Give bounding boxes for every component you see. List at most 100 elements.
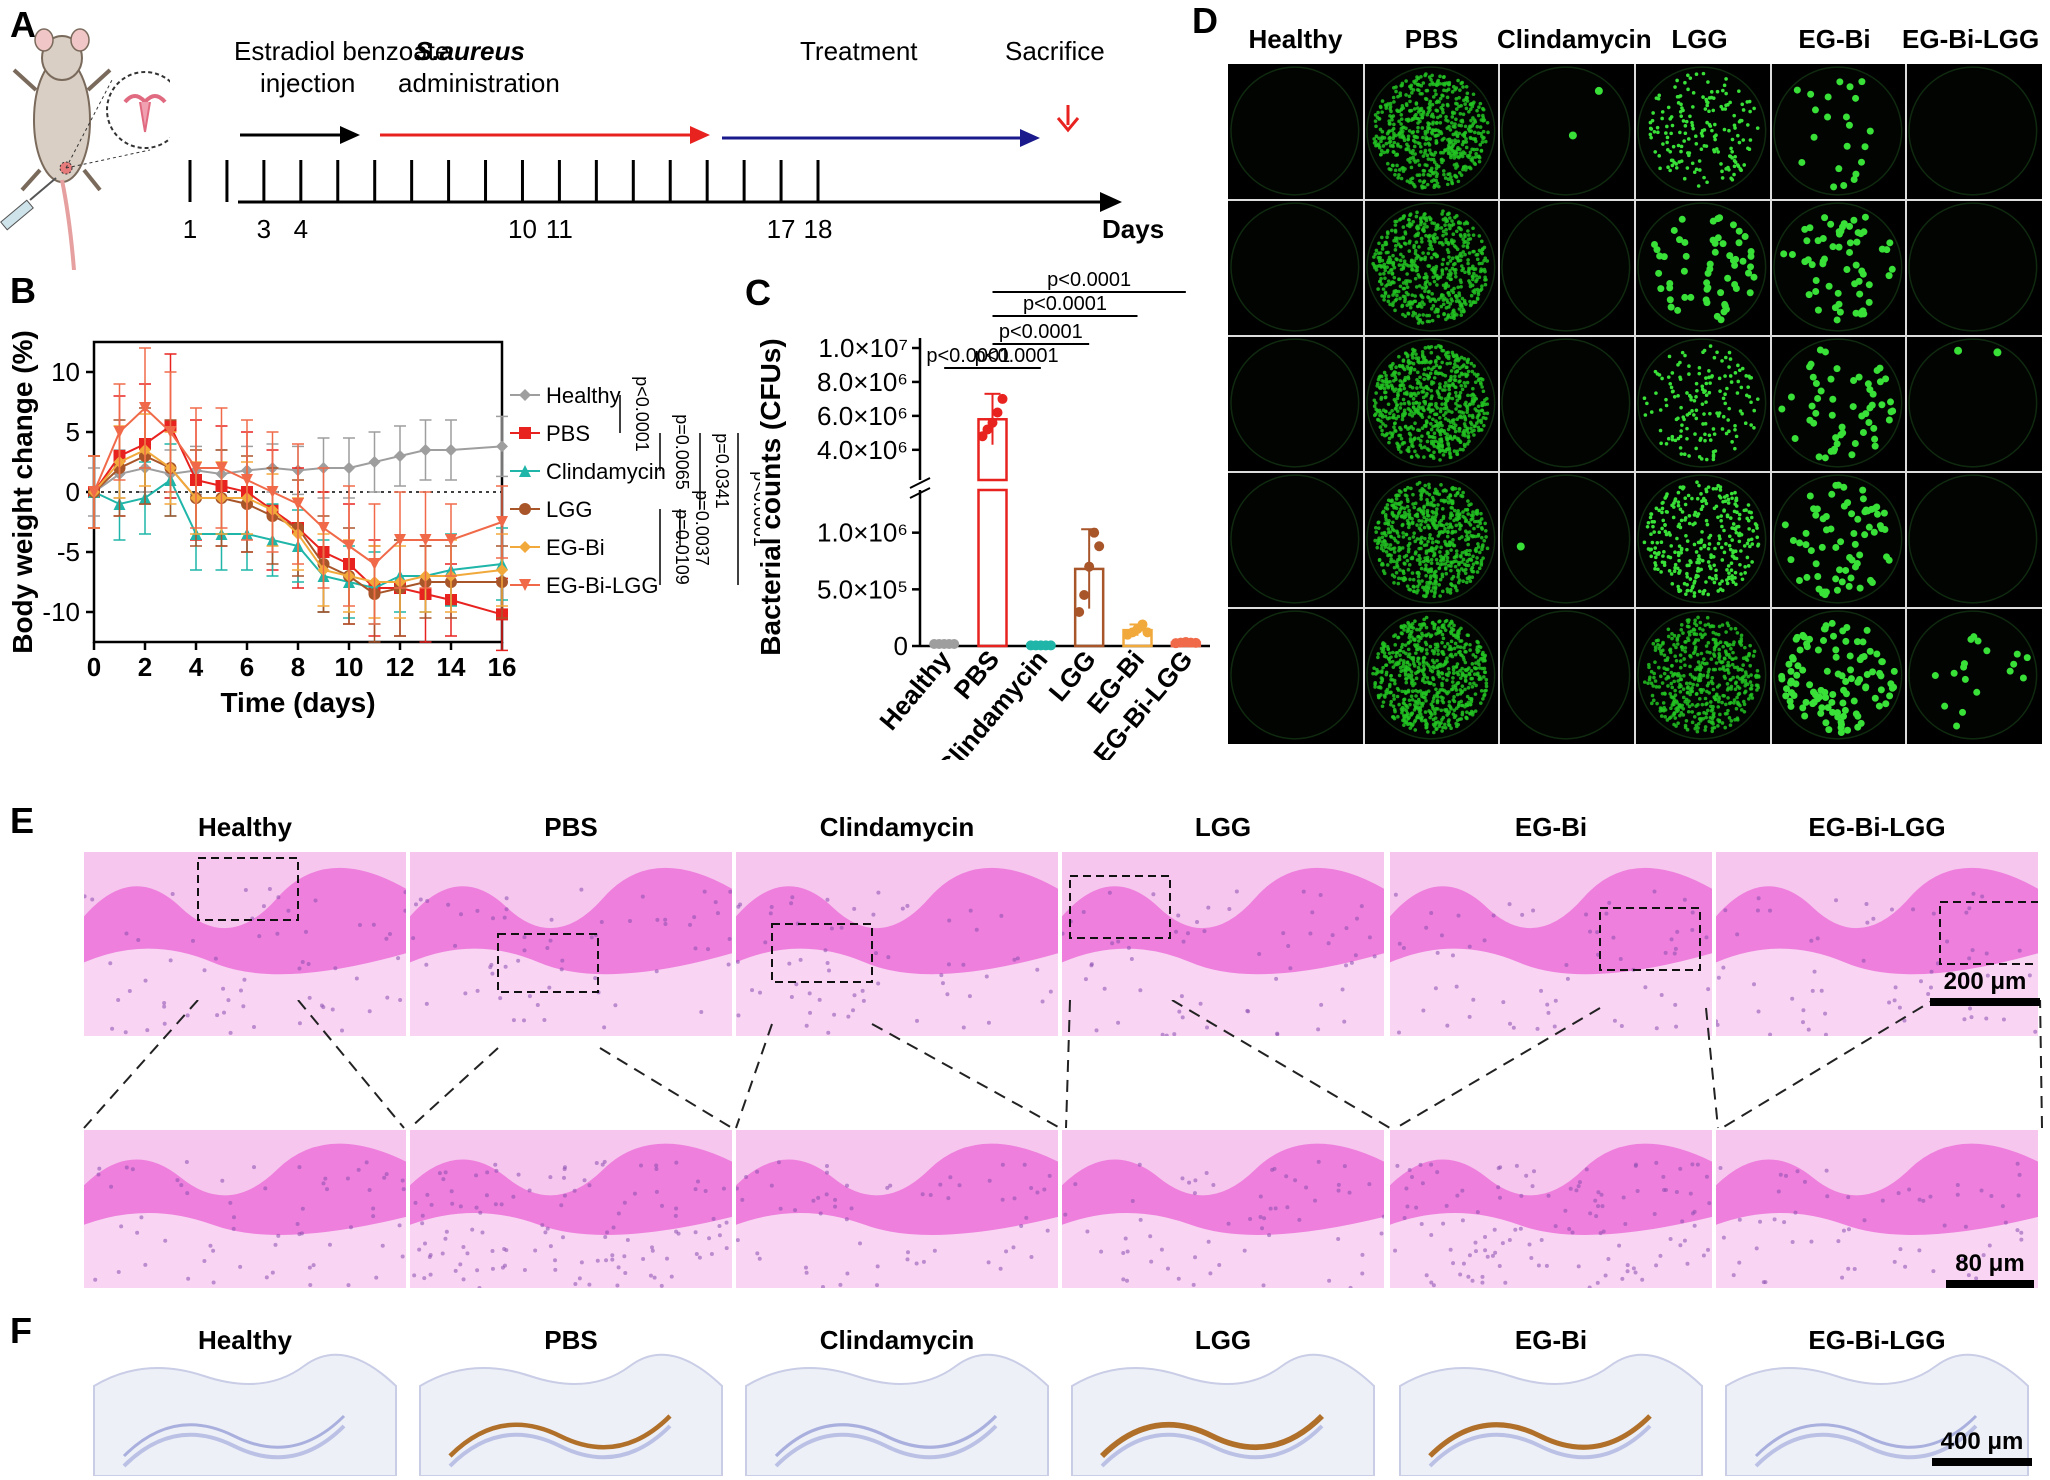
phase-label: administration bbox=[398, 68, 560, 98]
plate-header: Healthy bbox=[1228, 24, 1363, 55]
plate-header: LGG bbox=[1632, 24, 1767, 55]
agar-plate bbox=[1771, 64, 1905, 198]
plate-header: EG-Bi-LGG bbox=[1902, 24, 2037, 55]
data-point bbox=[1046, 640, 1056, 650]
ihc-image bbox=[1062, 1346, 1384, 1476]
legend-label: Clindamycin bbox=[546, 459, 666, 484]
bacterial-count-chart: 4.0×10⁶ 6.0×10⁶ 8.0×10⁶ 1.0×10⁷ 0 5.0×10⁵ 1.0×… bbox=[740, 270, 1220, 760]
data-point bbox=[519, 503, 531, 515]
x-tick-label: 16 bbox=[488, 652, 517, 682]
agar-plate bbox=[1364, 200, 1498, 334]
phase-label: Treatment bbox=[800, 36, 918, 66]
agar-plate bbox=[1771, 472, 1905, 606]
x-tick-label: 4 bbox=[189, 652, 204, 682]
p-value-label: p<0.0001 bbox=[1023, 293, 1107, 315]
timeline-tick-label: 11 bbox=[546, 214, 573, 244]
data-point bbox=[496, 564, 508, 576]
data-point bbox=[993, 407, 1003, 417]
y-tick-label: 1.0×10⁶ bbox=[817, 518, 908, 548]
he-header: LGG bbox=[1062, 812, 1384, 843]
agar-plate bbox=[1906, 608, 2040, 742]
p-value-label: p<0.0001 bbox=[1047, 270, 1131, 291]
legend-label: Healthy bbox=[546, 383, 621, 408]
he-overview-image bbox=[1390, 852, 1712, 1036]
he-overview-image bbox=[84, 852, 406, 1036]
agar-plate bbox=[1499, 608, 1633, 742]
plate-grid bbox=[1228, 64, 2042, 744]
agar-plate bbox=[1228, 472, 1362, 606]
x-tick-label: 8 bbox=[291, 652, 305, 682]
bar-group-lgg bbox=[1074, 528, 1104, 646]
timeline-tick-label: 3 bbox=[257, 214, 271, 244]
data-point bbox=[420, 444, 432, 456]
data-point bbox=[445, 444, 457, 456]
data-point bbox=[114, 426, 126, 438]
mouse-illustration bbox=[0, 10, 170, 270]
plate-header: EG-Bi bbox=[1767, 24, 1902, 55]
data-point bbox=[988, 418, 998, 428]
plate-header: Clindamycin bbox=[1497, 24, 1632, 55]
y-axis-label: Body weight change (%) bbox=[7, 330, 38, 654]
significance-brackets: p<0.0001p<0.0001p<0.0001p<0.0001p<0.0001 bbox=[926, 270, 1185, 368]
he-zoom-image bbox=[410, 1130, 732, 1288]
data-point bbox=[1191, 638, 1201, 648]
timeline-tick-label: 10 bbox=[508, 214, 537, 244]
ihc-image bbox=[84, 1346, 406, 1476]
data-point bbox=[949, 639, 959, 649]
data-point bbox=[496, 516, 508, 528]
x-tick-label: 6 bbox=[240, 652, 254, 682]
legend-label: PBS bbox=[546, 421, 590, 446]
x-tick-label: 10 bbox=[335, 652, 364, 682]
agar-plate bbox=[1906, 336, 2040, 470]
ihc-image bbox=[736, 1346, 1058, 1476]
bar-group-eg-bi bbox=[1123, 619, 1153, 646]
agar-plate bbox=[1499, 200, 1633, 334]
y-tick-label: -5 bbox=[57, 537, 80, 567]
agar-plate bbox=[1228, 336, 1362, 470]
agar-plate bbox=[1635, 200, 1769, 334]
agar-plate bbox=[1364, 608, 1498, 742]
p-value-label: p=0.0065 bbox=[672, 414, 692, 490]
data-point bbox=[998, 394, 1008, 404]
legend-label: LGG bbox=[546, 497, 592, 522]
agar-plate bbox=[1771, 608, 1905, 742]
he-overview-image bbox=[410, 852, 732, 1036]
y-tick-label: 5 bbox=[66, 417, 80, 447]
data-point bbox=[1143, 627, 1153, 637]
data-point bbox=[1089, 528, 1099, 538]
agar-plate bbox=[1771, 336, 1905, 470]
he-zoom-image bbox=[84, 1130, 406, 1288]
scalebar-e-top: 200 μm bbox=[1930, 968, 2040, 1006]
y-tick-label: 10 bbox=[51, 357, 80, 387]
he-overview-image bbox=[1716, 852, 2038, 1036]
p-value-label: p=0.0037 bbox=[692, 490, 712, 566]
panel-letter-f: F bbox=[10, 1310, 32, 1352]
data-point bbox=[369, 456, 381, 468]
scalebar-label: 200 μm bbox=[1930, 968, 2040, 996]
data-point bbox=[1079, 590, 1089, 600]
p-value-label: p=0.0109 bbox=[672, 509, 692, 585]
scalebar-label: 400 μm bbox=[1932, 1428, 2032, 1456]
data-point bbox=[519, 389, 531, 401]
timeline-tick-label: 17 bbox=[767, 214, 796, 244]
he-zoom-image bbox=[1062, 1130, 1384, 1288]
he-header: Clindamycin bbox=[736, 812, 1058, 843]
plate-header: PBS bbox=[1364, 24, 1499, 55]
data-point bbox=[1094, 541, 1104, 551]
y-tick-label: 8.0×10⁶ bbox=[817, 367, 908, 397]
agar-plate bbox=[1771, 200, 1905, 334]
x-tick-label: 0 bbox=[87, 652, 101, 682]
x-tick-label: 14 bbox=[437, 652, 466, 682]
he-header: PBS bbox=[410, 812, 732, 843]
legend-label: EG-Bi-LGG bbox=[546, 573, 658, 598]
x-tick-label: 12 bbox=[386, 652, 415, 682]
he-header: EG-Bi bbox=[1390, 812, 1712, 843]
data-point bbox=[394, 450, 406, 462]
x-tick-label: Healthy bbox=[873, 644, 957, 736]
y-tick-label: 0 bbox=[894, 631, 908, 661]
he-zoom-image bbox=[1390, 1130, 1712, 1288]
y-tick-label: 0 bbox=[66, 477, 80, 507]
panel-letter-d: D bbox=[1192, 0, 1218, 42]
agar-plate bbox=[1364, 336, 1498, 470]
panel-letter-e: E bbox=[10, 800, 34, 842]
